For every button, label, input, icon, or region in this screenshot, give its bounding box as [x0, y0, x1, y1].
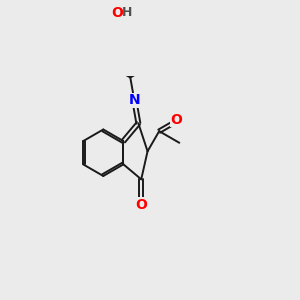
Text: O: O	[112, 5, 124, 20]
Text: N: N	[128, 93, 140, 107]
Text: O: O	[135, 198, 147, 212]
Text: H: H	[122, 6, 132, 19]
Text: O: O	[171, 113, 182, 127]
